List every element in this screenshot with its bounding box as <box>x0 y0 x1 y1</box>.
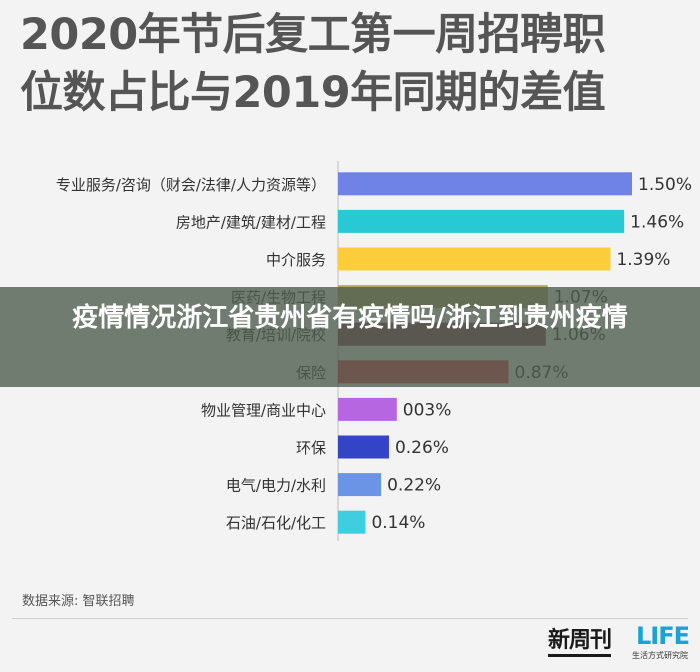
value-label: 0.26% <box>395 438 449 458</box>
category-label: 石油/石化/化工 <box>226 514 326 532</box>
category-label: 中介服务 <box>266 251 326 269</box>
bar <box>338 209 625 233</box>
value-label: 0.22% <box>387 476 441 496</box>
bar <box>338 247 611 271</box>
category-label: 环保 <box>296 439 326 457</box>
category-label: 专业服务/咨询（财会/法律/人力资源等） <box>56 176 326 194</box>
life-logo: LIFE <box>636 622 690 650</box>
value-label: 1.46% <box>630 212 684 232</box>
data-source-note: 数据来源: 智联招聘 <box>22 594 135 609</box>
value-label: 0.14% <box>371 513 425 533</box>
category-label: 房地产/建筑/建材/工程 <box>176 213 326 231</box>
category-label: 电气/电力/水利 <box>226 477 326 495</box>
overlay-banner-text: 疫情情况浙江省贵州省有疫情吗/浙江到贵州疫情 <box>72 303 628 333</box>
life-logo-subtitle: 生活方式研究院 <box>632 651 688 660</box>
value-label: 1.50% <box>638 175 692 195</box>
chart-title-line-1: 2020年节后复工第一周招聘职 <box>20 10 606 60</box>
chart-title: 2020年节后复工第一周招聘职 位数占比与2019年同期的差值 <box>20 6 690 122</box>
bar <box>338 397 397 421</box>
overlay-banner <box>0 287 700 387</box>
footer-divider <box>12 618 688 619</box>
bar <box>338 473 382 497</box>
bar <box>338 172 632 196</box>
xinzhoukan-logo: 新周刊 <box>548 622 612 657</box>
value-label: 1.39% <box>616 250 670 270</box>
chart-title-line-2: 位数占比与2019年同期的差值 <box>20 68 606 118</box>
category-label: 物业管理/商业中心 <box>201 401 326 419</box>
value-label: 003% <box>403 400 452 420</box>
bar <box>338 435 389 459</box>
bar <box>338 510 366 534</box>
